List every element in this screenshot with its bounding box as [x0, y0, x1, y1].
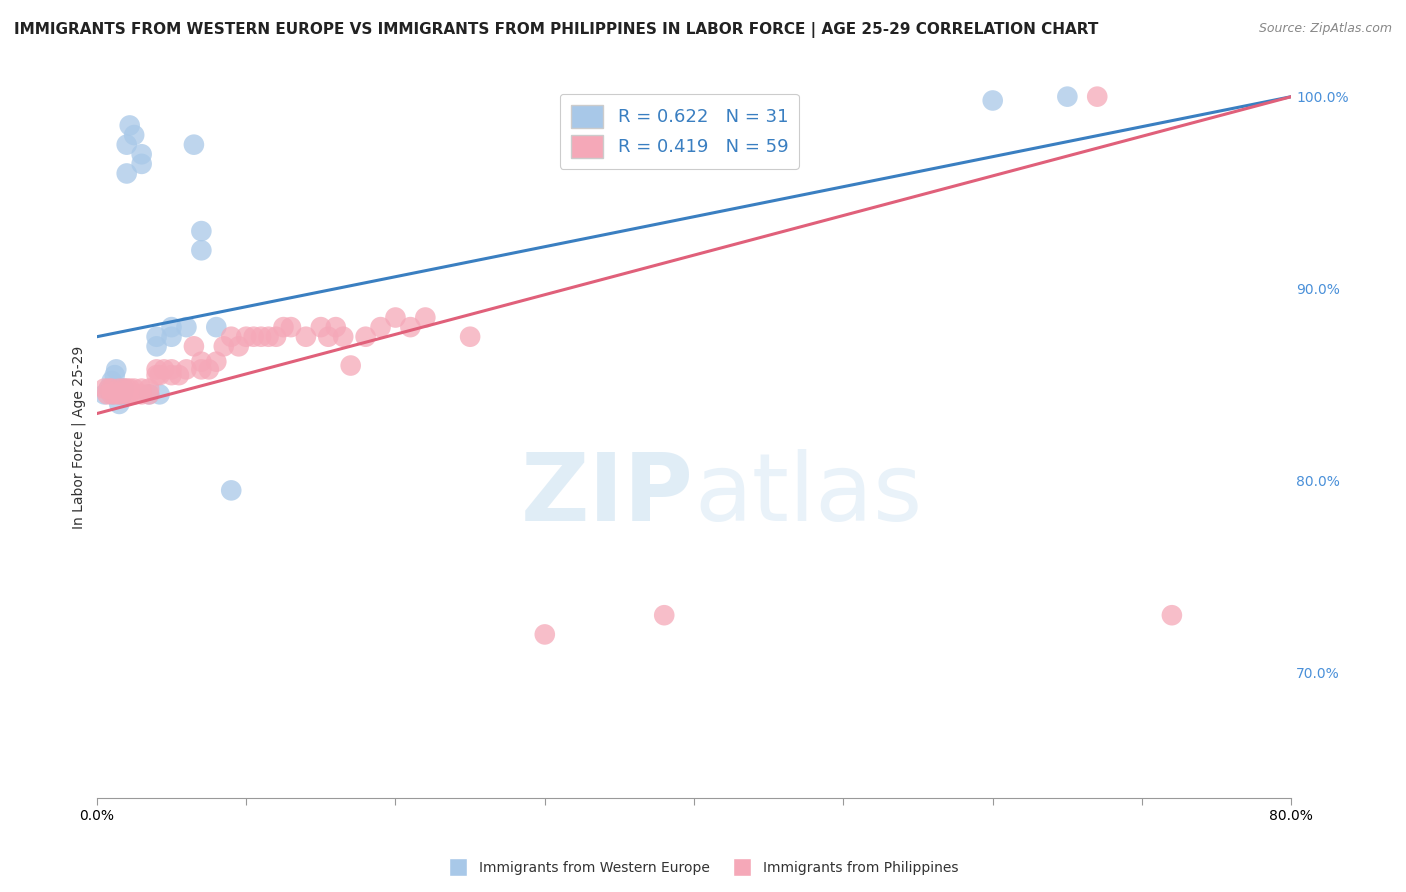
Point — [145, 362, 167, 376]
Point — [1056, 89, 1078, 103]
Point — [295, 329, 318, 343]
Point — [104, 387, 127, 401]
Point — [112, 382, 135, 396]
Point — [264, 329, 287, 343]
Point — [96, 387, 118, 401]
Point — [533, 627, 555, 641]
Y-axis label: In Labor Force | Age 25-29: In Labor Force | Age 25-29 — [72, 346, 86, 529]
Point — [131, 147, 153, 161]
Point — [176, 362, 198, 376]
Point — [167, 368, 190, 383]
Point — [153, 362, 176, 376]
Point — [110, 382, 132, 396]
Point — [97, 382, 120, 396]
Point — [122, 382, 145, 396]
Point — [101, 387, 124, 401]
Point — [138, 382, 160, 396]
Point — [198, 362, 221, 376]
Point — [176, 320, 198, 334]
Point — [235, 329, 257, 343]
Point — [101, 374, 124, 388]
Point — [122, 128, 145, 142]
Point — [652, 608, 675, 623]
Point — [160, 362, 183, 376]
Point — [108, 397, 131, 411]
Point — [138, 387, 160, 401]
Text: atlas: atlas — [695, 450, 922, 541]
Point — [93, 387, 115, 401]
Point — [93, 382, 115, 396]
Point — [148, 387, 170, 401]
Point — [105, 362, 128, 376]
Point — [118, 382, 141, 396]
Point — [415, 310, 437, 325]
Point — [160, 368, 183, 383]
Point — [981, 94, 1004, 108]
Point — [101, 387, 124, 401]
Point — [354, 329, 377, 343]
Point — [160, 329, 183, 343]
Point — [458, 329, 481, 343]
Point — [250, 329, 273, 343]
Point — [219, 329, 242, 343]
Point — [115, 137, 138, 152]
Point — [212, 339, 235, 353]
Point — [131, 157, 153, 171]
Point — [190, 362, 212, 376]
Point — [108, 387, 131, 401]
Point — [183, 339, 205, 353]
Point — [325, 320, 347, 334]
Point — [111, 387, 134, 401]
Point — [145, 329, 167, 343]
Point — [228, 339, 250, 353]
Point — [273, 320, 295, 334]
Point — [1085, 89, 1108, 103]
Point — [1160, 608, 1182, 623]
Point — [118, 119, 141, 133]
Point — [115, 382, 138, 396]
Point — [108, 387, 131, 401]
Point — [148, 368, 170, 383]
Point — [384, 310, 406, 325]
Text: IMMIGRANTS FROM WESTERN EUROPE VS IMMIGRANTS FROM PHILIPPINES IN LABOR FORCE | A: IMMIGRANTS FROM WESTERN EUROPE VS IMMIGR… — [14, 22, 1098, 38]
Point — [339, 359, 361, 373]
Point — [112, 382, 135, 396]
Point — [280, 320, 302, 334]
Point — [399, 320, 422, 334]
Point — [115, 387, 138, 401]
Point — [108, 382, 131, 396]
Point — [205, 320, 228, 334]
Point — [309, 320, 332, 334]
Text: ZIP: ZIP — [522, 450, 695, 541]
Text: Source: ZipAtlas.com: Source: ZipAtlas.com — [1258, 22, 1392, 36]
Point — [332, 329, 354, 343]
Point — [242, 329, 264, 343]
Point — [190, 244, 212, 258]
Point — [115, 166, 138, 180]
Point — [190, 224, 212, 238]
Point — [190, 354, 212, 368]
Point — [257, 329, 280, 343]
Point — [138, 387, 160, 401]
Point — [118, 387, 141, 401]
Point — [145, 339, 167, 353]
Point — [370, 320, 392, 334]
Point — [104, 368, 127, 383]
Point — [183, 137, 205, 152]
Point — [316, 329, 339, 343]
Point — [219, 483, 242, 498]
Point — [131, 382, 153, 396]
Legend: Immigrants from Western Europe, Immigrants from Philippines: Immigrants from Western Europe, Immigran… — [441, 855, 965, 880]
Point — [160, 320, 183, 334]
Legend: R = 0.622   N = 31, R = 0.419   N = 59: R = 0.622 N = 31, R = 0.419 N = 59 — [560, 94, 799, 169]
Point — [101, 382, 124, 396]
Point — [205, 354, 228, 368]
Point — [122, 387, 145, 401]
Point — [97, 382, 120, 396]
Point — [145, 368, 167, 383]
Point — [131, 387, 153, 401]
Point — [110, 387, 132, 401]
